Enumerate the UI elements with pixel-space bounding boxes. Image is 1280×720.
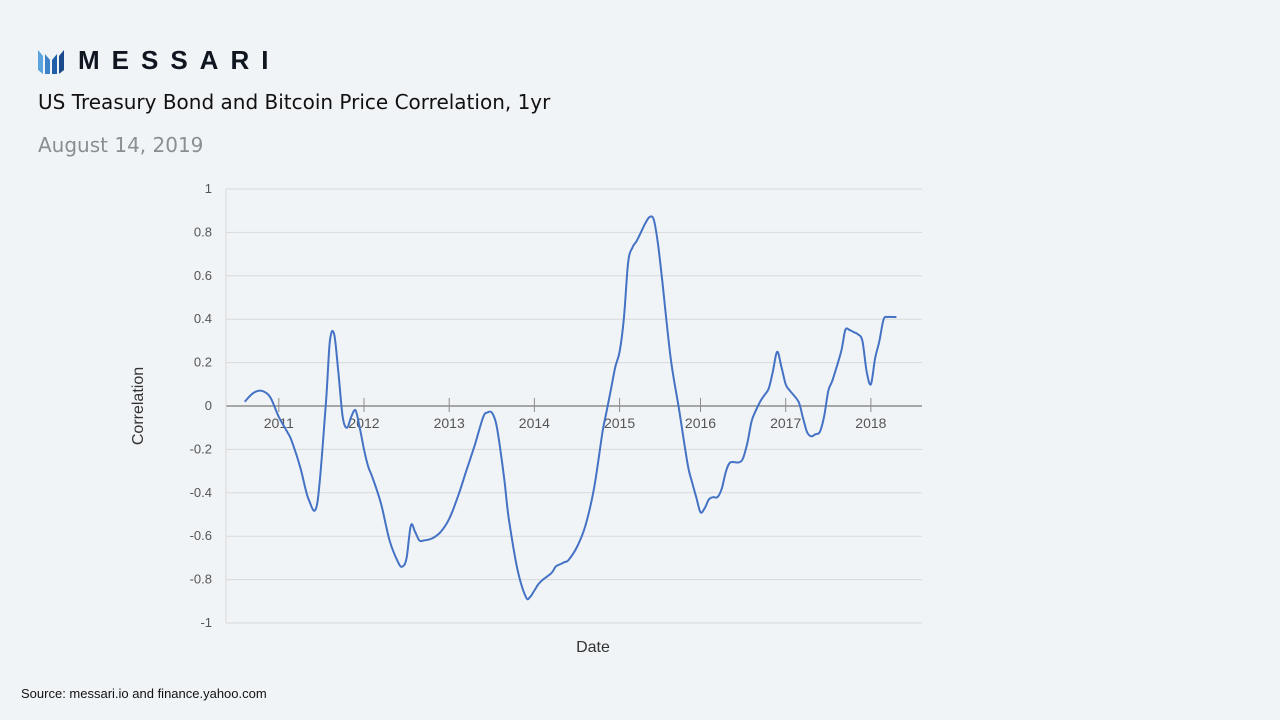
messari-logo-icon [38, 50, 64, 74]
chart-title: US Treasury Bond and Bitcoin Price Corre… [38, 90, 551, 114]
source-note: Source: messari.io and finance.yahoo.com [21, 686, 267, 701]
x-tick-label: 2015 [604, 415, 635, 431]
x-tick-label: 2014 [519, 415, 550, 431]
grid-lines [225, 188, 922, 624]
chart-date: August 14, 2019 [38, 133, 204, 157]
x-axis-title: Date [576, 639, 610, 656]
y-tick-label: -0.4 [190, 485, 212, 500]
y-tick-label: 1 [205, 181, 212, 196]
x-tick-label: 2016 [685, 415, 716, 431]
y-tick-label: 0.6 [194, 268, 212, 283]
brand-name: MESSARI [78, 45, 281, 75]
y-tick-label: -1 [200, 615, 212, 630]
y-tick-label: 0.2 [194, 355, 212, 370]
y-tick-label: -0.2 [190, 441, 212, 456]
y-axis-title: Correlation [130, 367, 147, 445]
y-tick-label: 0.8 [194, 224, 212, 239]
x-tick-label: 2017 [770, 415, 801, 431]
x-tick-label: 2013 [434, 415, 465, 431]
messari-logo: MESSARI [38, 46, 280, 74]
x-tick-labels: 2011 2012 2013 2014 2015 2016 2017 2018 [264, 398, 887, 431]
y-tick-label: 0 [205, 398, 212, 413]
y-tick-label: -0.6 [190, 528, 212, 543]
x-tick-label: 2018 [855, 415, 886, 431]
series-line [243, 215, 897, 601]
y-tick-labels: 1 0.8 0.6 0.4 0.2 0 -0.2 -0.4 -0.6 -0.8 -1 [190, 181, 212, 630]
y-tick-label: 0.4 [194, 311, 212, 326]
y-tick-label: -0.8 [190, 572, 212, 587]
x-tick-label: 2012 [348, 415, 379, 431]
x-tick-label: 2011 [264, 415, 294, 431]
